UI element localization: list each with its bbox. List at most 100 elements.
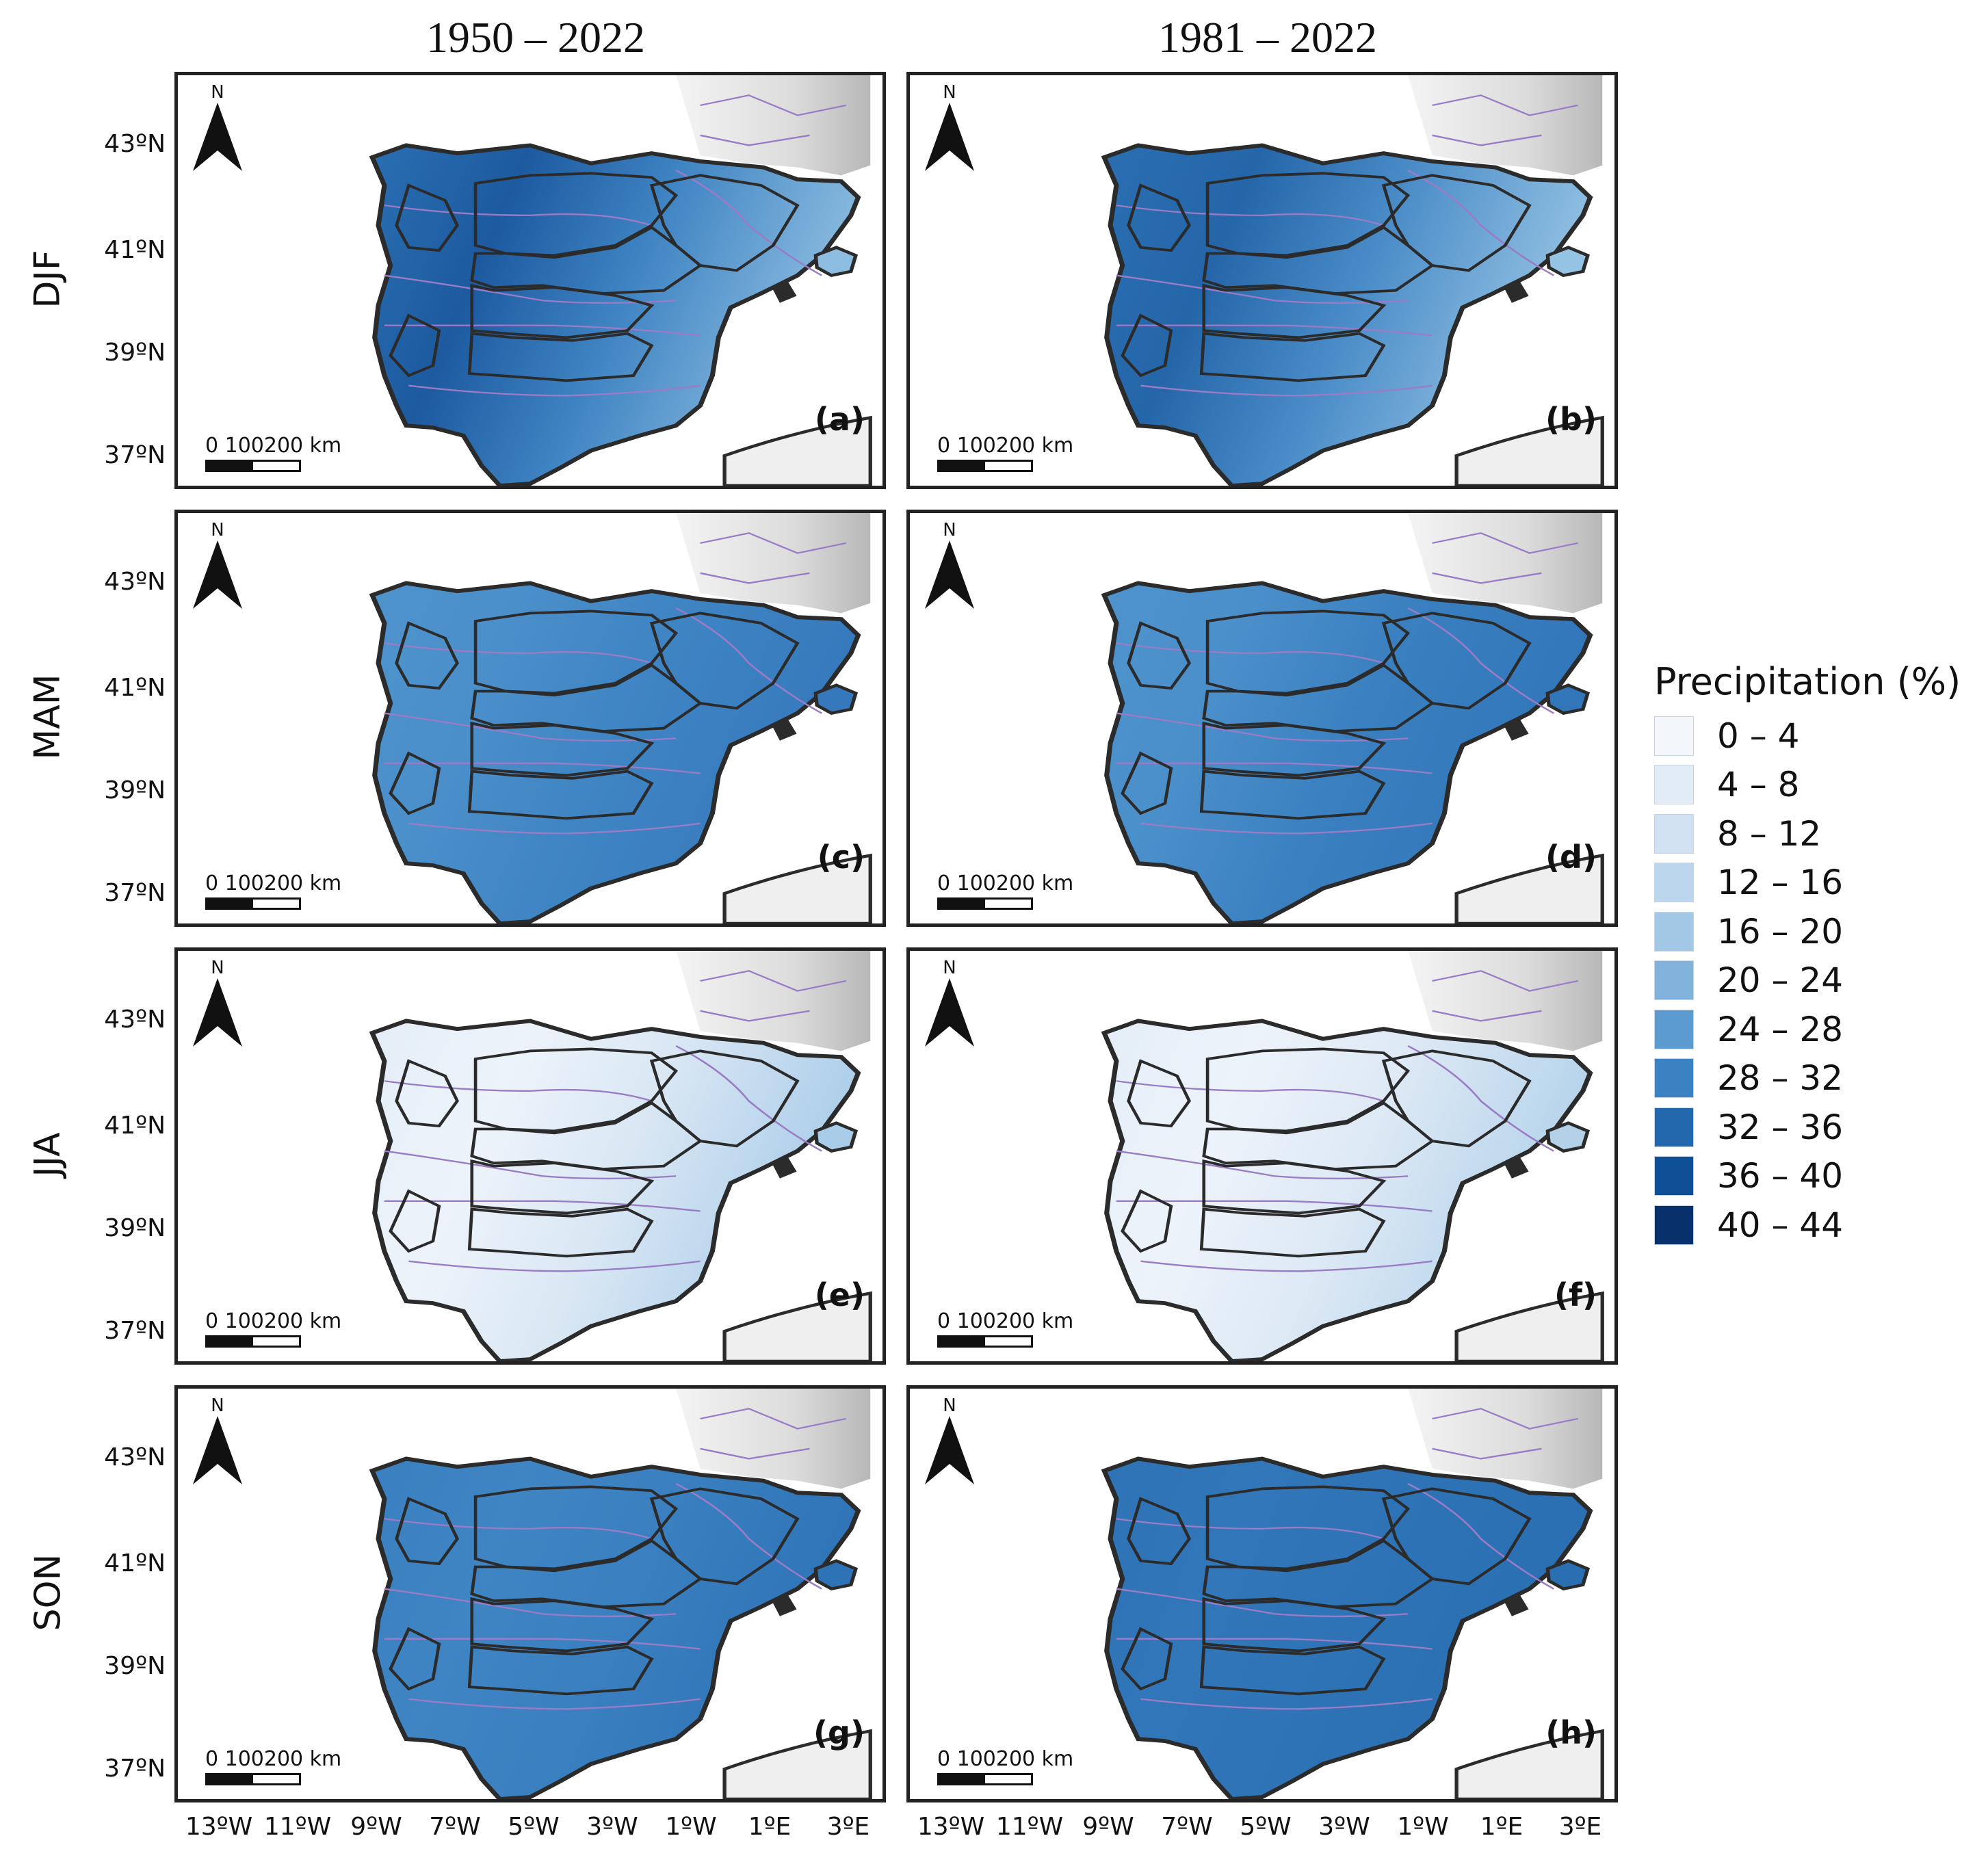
legend-swatch (1654, 1205, 1694, 1245)
river-line (1140, 1698, 1433, 1710)
panel-letter: (e) (814, 1276, 865, 1313)
legend-label: 20 – 24 (1717, 960, 1844, 1001)
longitude-label: 1ºW (665, 1813, 717, 1841)
basin-boundary (1127, 183, 1192, 252)
longitude-label: 7ºW (429, 1813, 481, 1841)
river-line (1140, 822, 1433, 835)
row-label-djf: DJF (27, 250, 68, 309)
panel-letter: (g) (813, 1714, 865, 1751)
basin-boundary (1199, 332, 1386, 382)
latitude-label: 39ºN (104, 339, 166, 367)
scale-bar: 0 100200 km (937, 1309, 1073, 1350)
balearic-island (1545, 1559, 1591, 1591)
river-line (1116, 1080, 1385, 1102)
map-panel: N 0 100200 km (d) (906, 510, 1618, 927)
balearic-island (813, 246, 859, 278)
legend-item: 12 – 16 (1654, 858, 1976, 908)
balearic-island (813, 1559, 859, 1591)
basin-boundary (473, 1047, 679, 1133)
latitude-label: 43ºN (104, 568, 166, 596)
scale-bar-graphic (937, 1773, 1033, 1785)
legend-label: 32 – 36 (1717, 1107, 1844, 1147)
basin-boundary (389, 1627, 441, 1691)
legend-label: 8 – 12 (1717, 813, 1822, 854)
basin-boundary (1127, 621, 1192, 690)
longitude-label: 13ºW (917, 1813, 985, 1841)
ibiza-island (771, 282, 797, 303)
basin-boundary (467, 770, 654, 820)
iberia-map (1101, 1389, 1604, 1799)
latitude-label: 43ºN (104, 130, 166, 158)
river-line (700, 134, 810, 146)
latitude-label: 39ºN (104, 1214, 166, 1242)
river-line (1116, 205, 1385, 226)
longitude-label: 13ºW (185, 1813, 253, 1841)
basin-boundary (1205, 609, 1411, 695)
river-line (384, 642, 653, 664)
scale-bar-graphic (937, 460, 1033, 472)
river-line (675, 607, 822, 714)
basin-boundary (473, 172, 679, 257)
north-arrow-shape (193, 103, 242, 171)
africa-coast (1454, 415, 1604, 486)
legend-item: 4 – 8 (1654, 761, 1976, 810)
legend-swatch (1654, 1058, 1694, 1099)
basin-boundary (1199, 1645, 1386, 1696)
ibiza-island (1503, 720, 1529, 741)
legend-label: 4 – 8 (1717, 765, 1800, 805)
iberia-landmass (369, 581, 861, 923)
latitude-label: 41ºN (104, 1549, 166, 1577)
panel-letter: (d) (1545, 839, 1597, 876)
north-letter: N (943, 82, 956, 103)
river-line (1116, 274, 1409, 304)
north-letter: N (943, 520, 956, 540)
row-label-jja: JJA (27, 1132, 68, 1177)
north-letter: N (943, 958, 956, 978)
river-line (1116, 1200, 1433, 1212)
basin-boundary (395, 1497, 460, 1566)
legend-item: 0 – 4 (1654, 711, 1976, 761)
iberia-landmass (1101, 581, 1593, 923)
basin-boundary (467, 332, 654, 382)
river-line (1116, 1638, 1433, 1650)
river-line (1116, 1518, 1385, 1540)
basin-boundary (470, 721, 655, 777)
legend-item: 24 – 28 (1654, 1005, 1976, 1054)
iberia-landmass (369, 1456, 861, 1799)
basin-boundary (1205, 1485, 1411, 1571)
river-line (384, 762, 701, 774)
river-line (384, 1518, 653, 1540)
legend-swatch (1654, 765, 1694, 805)
basin-boundary (1205, 172, 1411, 257)
longitude-label: 3ºW (586, 1813, 638, 1841)
scale-bar: 0 100200 km (937, 871, 1073, 913)
basin-boundary (395, 1059, 460, 1128)
iberia-map (369, 75, 872, 486)
legend-title: Precipitation (%) (1654, 660, 1961, 703)
africa-coast (1454, 1729, 1604, 1799)
basin-boundary (473, 609, 679, 695)
panel-letter: (c) (817, 839, 865, 876)
latitude-label: 41ºN (104, 674, 166, 702)
column-title-1950-2022: 1950 – 2022 (426, 13, 645, 62)
map-panel: N 0 100200 km (g) (174, 1385, 886, 1802)
north-arrow-shape (925, 1416, 974, 1484)
north-letter: N (211, 1395, 224, 1416)
basin-boundary (1202, 1597, 1387, 1653)
river-line (700, 572, 810, 584)
longitude-label: 11ºW (263, 1813, 332, 1841)
basin-boundary (467, 1207, 654, 1258)
north-arrow-shape (193, 1416, 242, 1484)
scale-label: 0 100200 km (937, 1309, 1074, 1333)
basin-boundary (1121, 1189, 1173, 1253)
scale-label: 0 100200 km (205, 1747, 342, 1771)
river-line (1116, 712, 1409, 742)
scale-bar: 0 100200 km (937, 1747, 1073, 1788)
africa-coast (722, 1291, 872, 1361)
river-line (675, 1483, 822, 1590)
balearic-island (1545, 683, 1591, 716)
north-arrow-icon: N (193, 82, 248, 178)
scale-bar-graphic (937, 1335, 1033, 1348)
map-panel: N 0 100200 km (e) (174, 947, 886, 1365)
map-panel: N 0 100200 km (f) (906, 947, 1618, 1365)
